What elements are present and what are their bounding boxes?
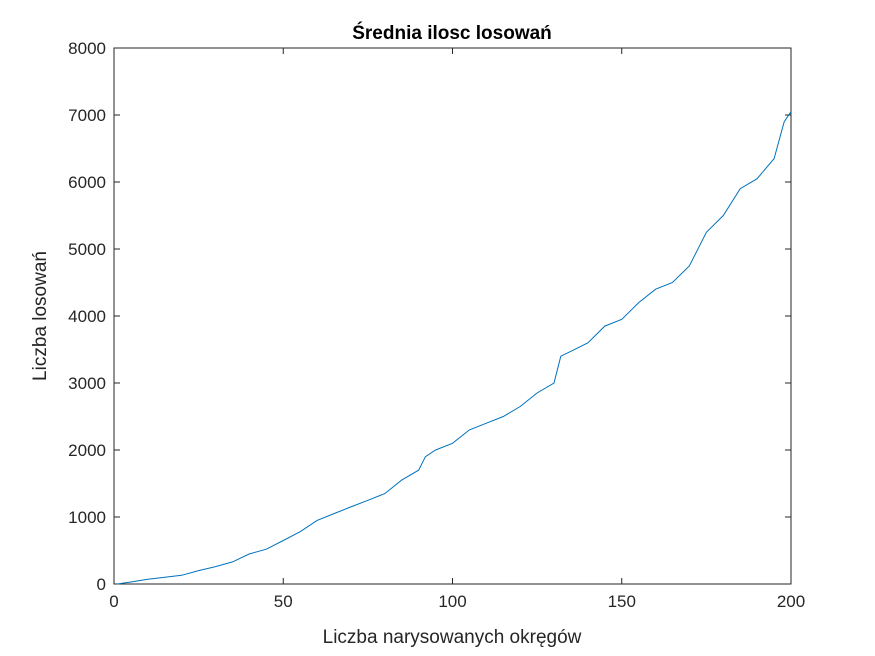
y-tick-label: 8000 xyxy=(68,39,106,58)
y-tick-label: 5000 xyxy=(68,240,106,259)
y-tick-label: 7000 xyxy=(68,106,106,125)
x-tick-label: 150 xyxy=(608,592,636,611)
y-tick-label: 0 xyxy=(97,575,106,594)
y-axis-title: Liczba losowań xyxy=(30,251,51,381)
y-tick-label: 3000 xyxy=(68,374,106,393)
plot-area xyxy=(113,47,792,585)
y-tick-label: 2000 xyxy=(68,441,106,460)
y-tick-label: 6000 xyxy=(68,173,106,192)
x-tick-label: 200 xyxy=(777,592,805,611)
chart-title: Średnia ilosc losowań xyxy=(352,22,552,44)
x-tick-label: 100 xyxy=(438,592,466,611)
y-tick-label: 1000 xyxy=(68,508,106,527)
x-tick-label: 50 xyxy=(274,592,293,611)
x-axis-title: Liczba narysowanych okręgów xyxy=(323,627,582,648)
y-axis-ticks: 0 1000 2000 3000 4000 5000 6000 7000 8000 xyxy=(68,39,791,594)
y-tick-label: 4000 xyxy=(68,307,106,326)
data-series-line xyxy=(117,111,792,585)
x-tick-label: 0 xyxy=(109,592,118,611)
x-axis-ticks: 0 50 100 150 200 xyxy=(109,48,805,611)
